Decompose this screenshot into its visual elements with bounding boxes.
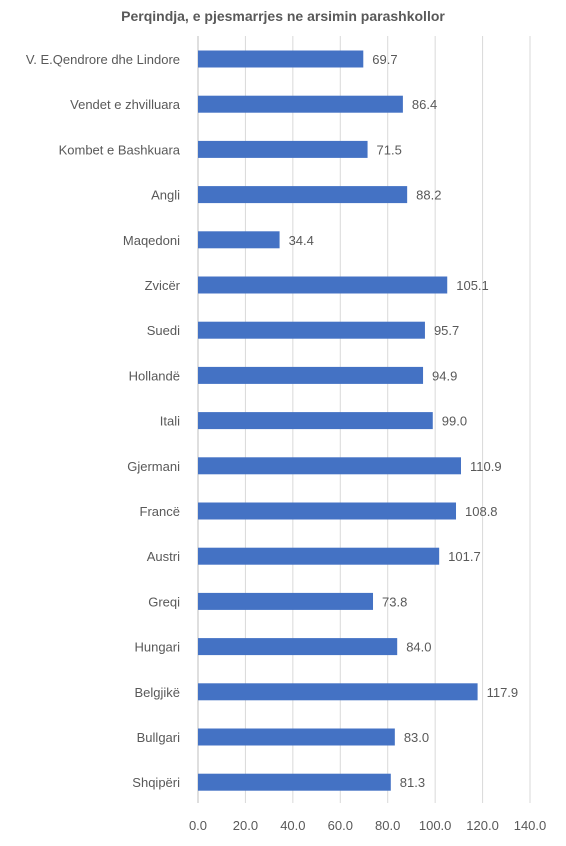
x-tick-label: 140.0 — [514, 818, 547, 833]
category-label: Vendet e zhvilluara — [70, 97, 181, 112]
category-label: Zvicër — [145, 278, 181, 293]
category-label: Hungari — [134, 640, 180, 655]
data-label: 99.0 — [442, 414, 467, 429]
bar — [198, 366, 424, 384]
data-label: 105.1 — [456, 278, 489, 293]
x-tick-label: 40.0 — [280, 818, 305, 833]
data-label: 73.8 — [382, 594, 407, 609]
category-label: V. E.Qendrore dhe Lindore — [26, 52, 180, 67]
data-label: 110.9 — [470, 459, 502, 474]
bar — [198, 50, 364, 68]
data-label: 84.0 — [406, 640, 431, 655]
x-tick-label: 120.0 — [466, 818, 499, 833]
data-label: 117.9 — [487, 685, 519, 700]
category-label: Hollandë — [129, 368, 180, 383]
bar — [198, 547, 440, 565]
data-label: 95.7 — [434, 323, 459, 338]
bar — [198, 140, 368, 158]
bar — [198, 457, 461, 475]
bar — [198, 95, 403, 113]
x-tick-label: 60.0 — [328, 818, 353, 833]
bar — [198, 502, 457, 520]
category-label: Belgjikë — [134, 685, 180, 700]
category-label: Maqedoni — [123, 233, 180, 248]
category-label: Greqi — [148, 594, 180, 609]
bar — [198, 638, 398, 656]
category-label: Kombet e Bashkuara — [59, 142, 181, 157]
data-label: 81.3 — [400, 775, 425, 790]
bar — [198, 683, 478, 701]
category-label: Itali — [160, 414, 180, 429]
bar — [198, 186, 408, 204]
bar — [198, 773, 391, 791]
data-label: 71.5 — [377, 142, 402, 157]
data-label: 69.7 — [372, 52, 397, 67]
bar — [198, 592, 374, 610]
x-tick-label: 100.0 — [419, 818, 452, 833]
x-tick-label: 80.0 — [375, 818, 400, 833]
bar — [198, 321, 425, 339]
category-label: Gjermani — [127, 459, 180, 474]
category-label: Bullgari — [137, 730, 180, 745]
category-label: Suedi — [147, 323, 180, 338]
bar — [198, 231, 280, 249]
data-label: 108.8 — [465, 504, 498, 519]
data-label: 88.2 — [416, 188, 441, 203]
chart-title: Perqindja, e pjesmarrjes ne arsimin para… — [121, 8, 445, 24]
bar — [198, 728, 395, 746]
bar — [198, 276, 448, 294]
x-tick-label: 20.0 — [233, 818, 258, 833]
data-label: 86.4 — [412, 97, 437, 112]
data-label: 34.4 — [289, 233, 314, 248]
data-label: 101.7 — [448, 549, 481, 564]
data-label: 83.0 — [404, 730, 429, 745]
category-label: Francë — [140, 504, 180, 519]
bar — [198, 412, 433, 430]
data-label: 94.9 — [432, 368, 457, 383]
category-label: Austri — [147, 549, 180, 564]
category-label: Shqipëri — [132, 775, 180, 790]
x-tick-label: 0.0 — [189, 818, 207, 833]
category-label: Angli — [151, 188, 180, 203]
